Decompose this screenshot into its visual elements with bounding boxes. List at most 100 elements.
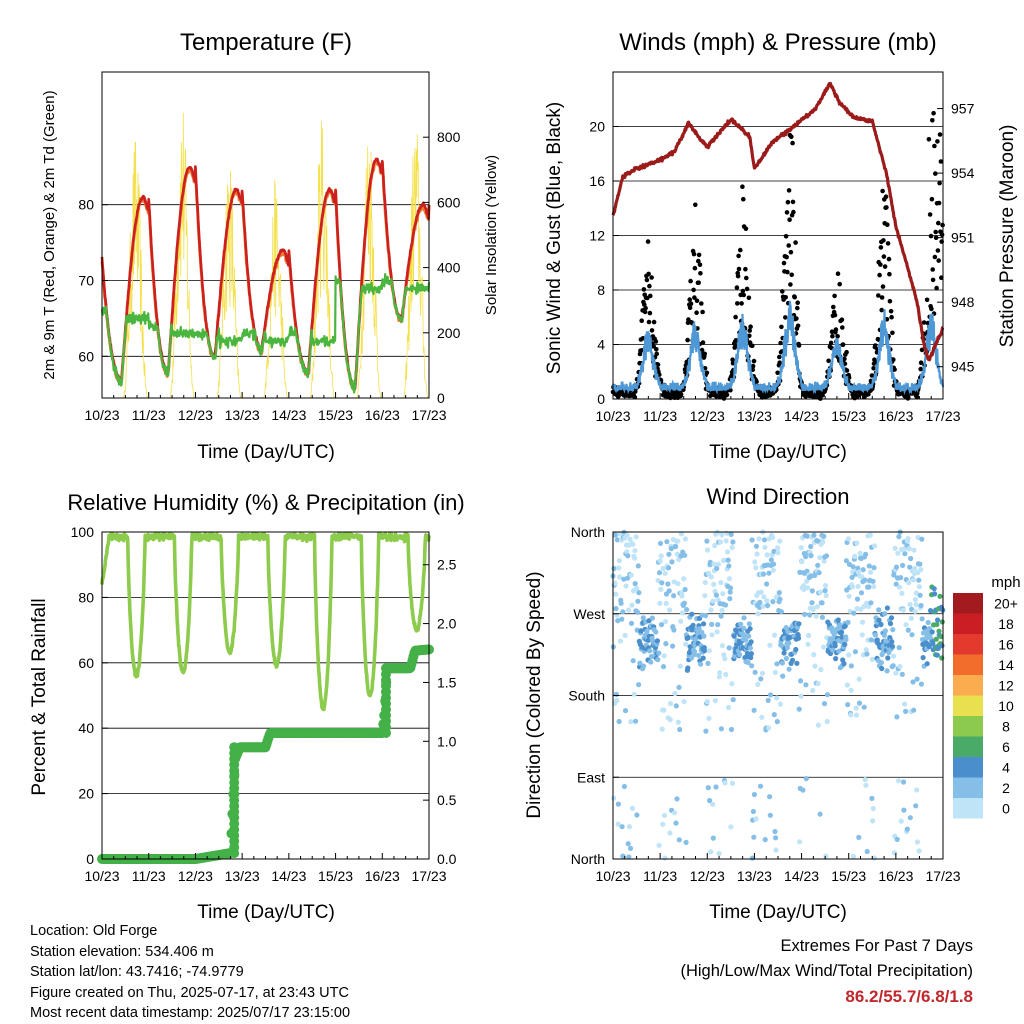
direction-point <box>824 692 831 698</box>
temperature-ytick-label: 60 <box>78 348 94 364</box>
direction-point <box>839 634 845 640</box>
gust-point <box>840 325 845 330</box>
direction-point <box>706 715 712 722</box>
direction-point <box>614 698 620 704</box>
direction-point <box>701 633 707 639</box>
direction-point <box>741 615 747 621</box>
gust-point <box>784 254 789 260</box>
direction-point <box>766 725 772 731</box>
direction-point <box>870 805 876 812</box>
gust-point <box>678 392 684 397</box>
direction-point <box>812 663 818 669</box>
direction-point <box>934 621 940 628</box>
direction-point <box>665 581 671 587</box>
legend-label: 10 <box>998 698 1014 714</box>
direction-point <box>702 593 708 599</box>
gust-point <box>878 262 883 267</box>
direction-point <box>929 629 935 635</box>
direction-point <box>903 622 909 628</box>
direction-point <box>724 530 730 536</box>
direction-point <box>823 853 829 859</box>
direction-point <box>795 635 802 641</box>
direction-point <box>708 574 714 580</box>
direction-point <box>767 794 773 800</box>
direction-point <box>932 591 938 597</box>
direction-point <box>713 784 719 790</box>
direction-point <box>868 600 874 606</box>
direction-point <box>871 583 877 590</box>
direction-point <box>718 726 725 732</box>
direction-point <box>729 544 735 551</box>
direction-point <box>882 628 889 634</box>
gust-point <box>733 314 738 320</box>
gust-point <box>733 338 739 343</box>
direction-point <box>890 663 896 669</box>
gust-point <box>691 251 697 257</box>
winds-ytick-label: 0 <box>597 391 605 407</box>
direction-ytick-label: North <box>571 851 605 867</box>
gust-point <box>790 199 796 205</box>
direction-point <box>620 609 626 615</box>
direction-point <box>822 588 828 594</box>
gust-point <box>789 272 794 278</box>
pressure-line <box>611 81 945 362</box>
direction-point <box>910 679 916 685</box>
direction-point <box>804 578 810 584</box>
gust-point <box>750 343 755 349</box>
winds-ytick-label: 16 <box>589 173 605 189</box>
dewpoint-line <box>100 273 431 394</box>
gust-point <box>780 289 785 294</box>
direction-point <box>909 632 915 638</box>
direction-point <box>629 805 636 812</box>
direction-point <box>936 628 942 634</box>
direction-point <box>776 590 782 596</box>
direction-point <box>730 697 736 703</box>
direction-point <box>719 532 725 538</box>
direction-point <box>939 643 945 649</box>
temperature-gridlines <box>102 204 429 357</box>
recent-timestamp-text: Most recent data timestamp: 2025/07/17 2… <box>30 1005 351 1021</box>
direction-point <box>775 545 781 551</box>
direction-point <box>666 588 672 594</box>
direction-point <box>842 623 848 629</box>
direction-point <box>727 589 733 595</box>
legend-label: 14 <box>998 657 1014 673</box>
direction-point <box>911 707 917 713</box>
direction-point <box>896 534 902 540</box>
direction-point <box>709 632 715 638</box>
direction-point <box>616 565 622 571</box>
direction-point <box>852 553 858 560</box>
direction-point <box>823 592 829 599</box>
direction-point <box>772 669 778 676</box>
direction-point <box>658 553 664 559</box>
direction-point <box>905 627 911 633</box>
gust-point <box>938 159 944 164</box>
gust-point <box>787 217 792 222</box>
gust-point <box>877 272 882 278</box>
direction-point <box>848 712 854 718</box>
direction-point <box>822 583 829 589</box>
direction-ytick-label: West <box>573 606 605 622</box>
gust-point <box>833 327 839 332</box>
direction-point <box>842 641 848 648</box>
gust-point <box>730 357 735 363</box>
gust-point <box>744 275 749 281</box>
direction-point <box>856 834 862 841</box>
direction-point <box>628 719 634 725</box>
winds-xtick-label: 17/23 <box>925 408 960 424</box>
direction-point <box>757 783 764 789</box>
direction-point <box>856 676 862 682</box>
gust-point <box>724 392 730 398</box>
wind-line <box>611 300 945 396</box>
gust-point <box>699 301 704 306</box>
direction-point <box>918 602 924 609</box>
direction-point <box>908 555 914 562</box>
gust-point <box>685 337 690 343</box>
direction-point <box>770 567 776 573</box>
direction-point <box>632 548 638 554</box>
direction-point <box>820 539 826 545</box>
direction-point <box>615 801 622 807</box>
direction-point <box>662 855 668 861</box>
direction-point <box>681 699 687 705</box>
